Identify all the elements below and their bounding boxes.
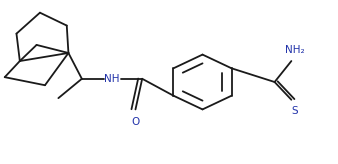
Text: O: O <box>131 117 140 127</box>
Text: S: S <box>291 106 298 116</box>
Text: NH: NH <box>104 74 120 84</box>
Text: NH₂: NH₂ <box>285 45 305 55</box>
